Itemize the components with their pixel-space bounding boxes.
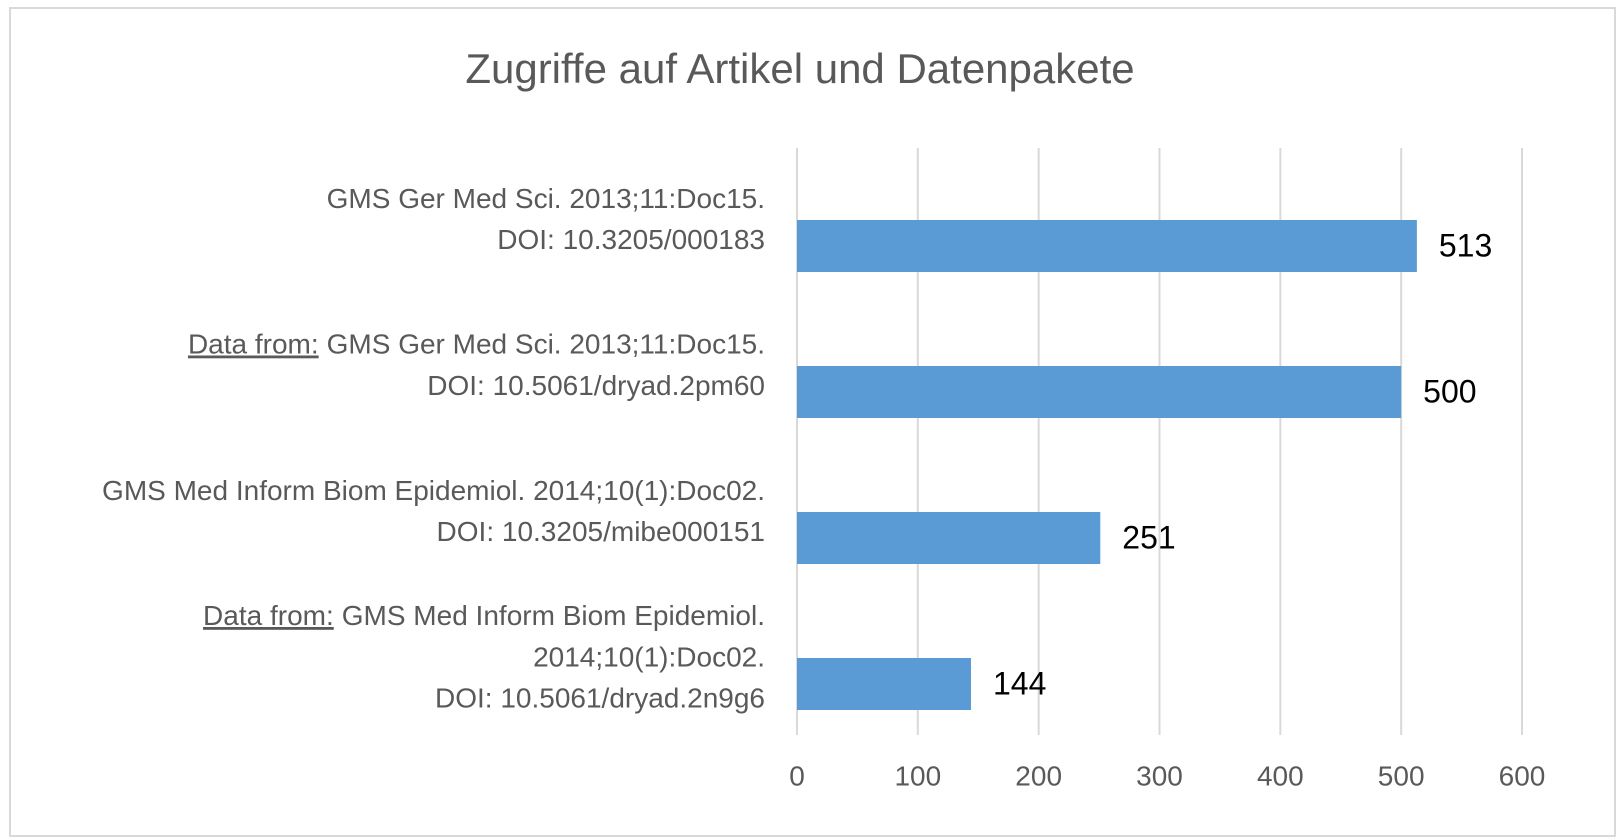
category-label: DOI: 10.5061/dryad.2pm60 — [427, 370, 765, 401]
category-text: GMS Med Inform Biom Epidemiol. — [342, 600, 765, 631]
x-tick-label: 100 — [894, 760, 941, 791]
bar — [797, 658, 971, 710]
category-link: Data from: — [188, 329, 319, 360]
bar — [797, 512, 1101, 564]
x-tick-label: 300 — [1136, 760, 1183, 791]
value-label: 251 — [1122, 519, 1175, 555]
x-tick-label: 600 — [1499, 760, 1546, 791]
x-tick-label: 200 — [1015, 760, 1062, 791]
value-label: 144 — [993, 665, 1046, 701]
category-label: DOI: 10.5061/dryad.2n9g6 — [435, 682, 765, 713]
bar — [797, 366, 1402, 418]
value-label: 500 — [1423, 373, 1476, 409]
category-label: DOI: 10.3205/000183 — [497, 224, 765, 255]
category-link: Data from: — [203, 600, 334, 631]
category-label: GMS Ger Med Sci. 2013;11:Doc15. — [327, 183, 765, 214]
x-tick-label: 400 — [1257, 760, 1304, 791]
category-label: Data from: GMS Med Inform Biom Epidemiol. — [203, 600, 765, 631]
category-text: GMS Ger Med Sci. 2013;11:Doc15. — [327, 329, 765, 360]
category-label: DOI: 10.3205/mibe000151 — [437, 516, 765, 547]
chart-frame — [9, 7, 1616, 837]
category-label: 2014;10(1):Doc02. — [533, 641, 765, 672]
x-tick-label: 500 — [1378, 760, 1425, 791]
chart-title: Zugriffe auf Artikel und Datenpakete — [465, 45, 1134, 92]
category-label: Data from: GMS Ger Med Sci. 2013;11:Doc15… — [188, 329, 765, 360]
category-label: GMS Med Inform Biom Epidemiol. 2014;10(1… — [102, 475, 765, 506]
bar — [797, 220, 1417, 272]
x-tick-label: 0 — [789, 760, 805, 791]
value-label: 513 — [1439, 227, 1492, 263]
